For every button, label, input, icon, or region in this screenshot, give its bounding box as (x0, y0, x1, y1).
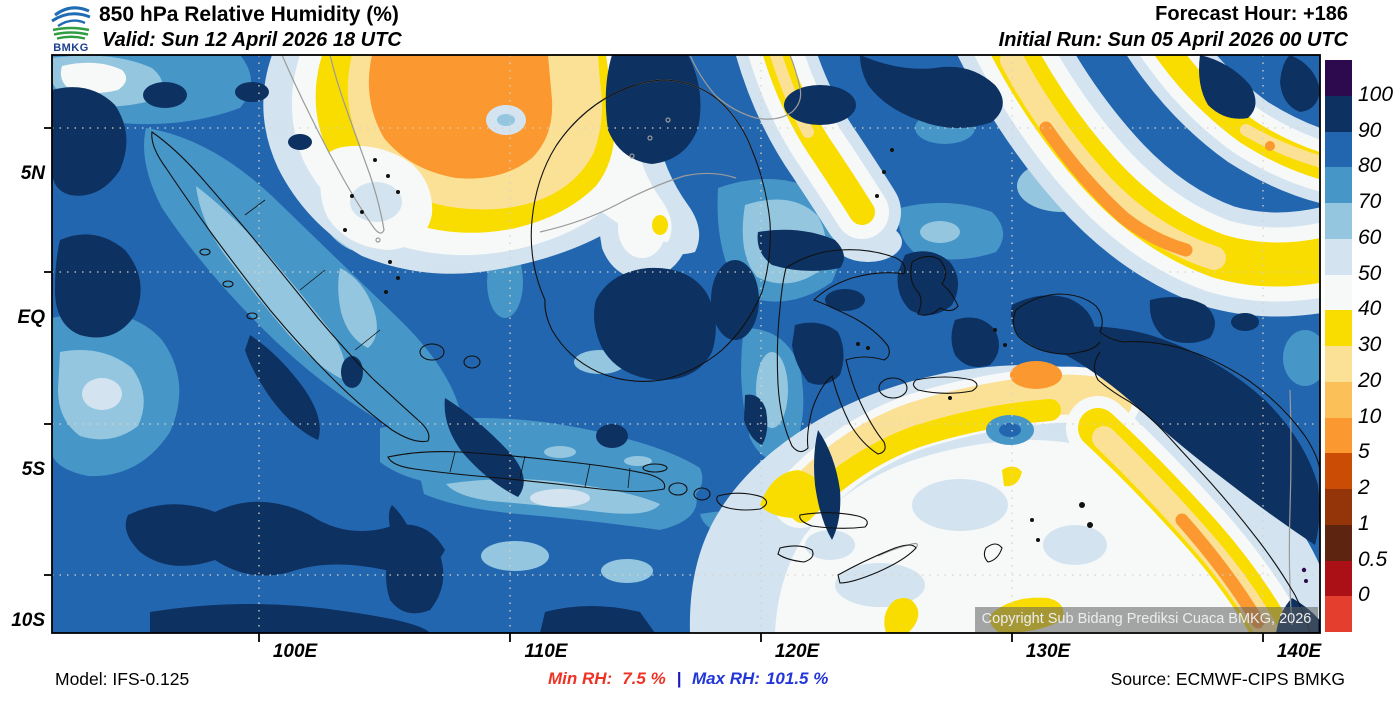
rh-fill-over-100 (1301, 567, 1308, 583)
colorbar-band-11 (1325, 453, 1352, 489)
colorbar-tick-30: 30 (1358, 333, 1382, 356)
colorbar-band-2 (1325, 131, 1352, 168)
bmkg-logo-text: BMKG (53, 42, 89, 54)
min-max-rh: Min RH: 7.5 % | Max RH: 101.5 % (548, 669, 828, 689)
colorbar-band-5 (1325, 238, 1352, 275)
dry-zone-south-china-sea (263, 55, 700, 280)
colorbar-band-13 (1325, 524, 1352, 561)
dry-zone-pacific-streaks (735, 55, 1320, 317)
colorbar-band-14 (1325, 560, 1352, 597)
colorbar-tick-10: 10 (1358, 404, 1382, 428)
colorbar-tick-20: 20 (1358, 368, 1382, 392)
colorbar-tick-100: 100 (1358, 82, 1394, 106)
colorbar-tick-70: 70 (1358, 190, 1382, 213)
max-rh-label: Max RH: (691, 669, 760, 688)
x-axis-label-100E: 100E (272, 641, 318, 662)
colorbar-tick-2: 2 (1358, 476, 1370, 499)
colorbar-tick-5: 5 (1358, 440, 1370, 464)
colorbar (1325, 60, 1352, 632)
min-rh-value: 7.5 % (622, 669, 666, 688)
rh-fill-40-50-corner (60, 62, 127, 94)
min-max-separator: | (676, 669, 682, 688)
x-axis-label-120E: 120E (774, 641, 820, 662)
model-label: Model: IFS-0.125 (55, 669, 190, 689)
bmkg-logo-icon: BMKG (44, 2, 98, 54)
colorbar-band-7 (1325, 310, 1352, 346)
copyright-overlay: Copyright Sub Bidang Prediksi Cuaca BMKG… (975, 607, 1318, 632)
page-title: 850 hPa Relative Humidity (%) (99, 3, 399, 26)
map-frame (51, 54, 1321, 634)
y-axis-label-5S: 5S (21, 459, 45, 480)
colorbar-band-15 (1325, 596, 1352, 632)
graticule-gridlines (52, 55, 1320, 633)
y-axis-label-EQ: EQ (17, 307, 45, 328)
source-label: Source: ECMWF-CIPS BMKG (1110, 669, 1345, 689)
run-info: Forecast Hour: +186 Initial Run: Sun 05 … (999, 3, 1348, 52)
colorbar-band-0 (1325, 60, 1352, 96)
small-islands (343, 148, 1093, 542)
colorbar-tick-40: 40 (1358, 297, 1382, 321)
colorbar-band-9 (1325, 381, 1352, 418)
colorbar-band-1 (1325, 95, 1352, 132)
colorbar-tick-50: 50 (1358, 261, 1382, 285)
dry-zone-banda-arafura (689, 361, 1320, 633)
colorbar-tick-0.5: 0.5 (1358, 547, 1388, 571)
max-rh-value: 101.5 % (765, 669, 829, 688)
rh-map-canvas (44, 54, 1321, 642)
colorbar-tick-0: 0 (1358, 583, 1370, 607)
x-axis-label-130E: 130E (1025, 641, 1071, 662)
forecast-hour-label: Forecast Hour: +186 (1155, 3, 1348, 25)
colorbar-band-10 (1325, 417, 1352, 454)
initial-run-label: Initial Run: Sun 05 April 2026 00 UTC (998, 29, 1348, 51)
x-axis-label-140E: 140E (1276, 641, 1322, 662)
colorbar-band-3 (1325, 167, 1352, 203)
colorbar-tick-90: 90 (1358, 118, 1382, 142)
axis-ticks (44, 127, 1264, 642)
colorbar-band-6 (1325, 274, 1352, 311)
colorbar-band-8 (1325, 346, 1352, 382)
bmkg-logo-graphic (51, 6, 91, 40)
colorbar-tick-80: 80 (1358, 154, 1382, 178)
colorbar-tick-60: 60 (1358, 225, 1382, 249)
y-axis-label-5N: 5N (20, 163, 45, 184)
coastlines-indonesia (151, 79, 1320, 633)
colorbar-band-12 (1325, 489, 1352, 525)
x-axis-label-110E: 110E (524, 641, 568, 662)
min-rh-label: Min RH: (548, 669, 613, 688)
y-axis-label-10S: 10S (11, 610, 45, 631)
colorbar-band-4 (1325, 203, 1352, 239)
rh-fill-90-100 (52, 55, 1320, 633)
colorbar-tick-1: 1 (1358, 511, 1370, 535)
valid-time-label: Valid: Sun 12 April 2026 18 UTC (102, 29, 402, 51)
